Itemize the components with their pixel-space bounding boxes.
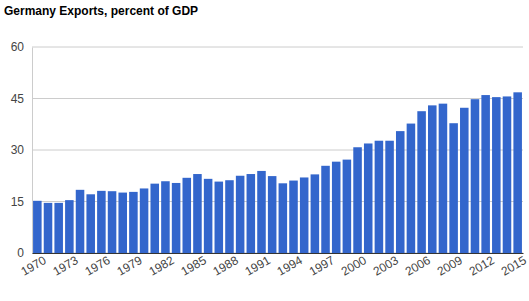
bar [236,176,245,253]
bar [161,181,170,253]
bar [257,171,266,253]
x-tick: 1997 [307,253,337,279]
y-tick-label: 30 [11,143,25,157]
x-tick-label: 2006 [403,253,433,279]
x-tick: 1988 [211,253,241,279]
y-tick: 60 [11,40,32,54]
x-tick: 1973 [50,253,80,279]
y-tick-label: 15 [11,195,25,209]
bar [204,179,213,253]
bar [97,191,106,253]
y-axis-line [32,48,33,254]
bar [65,200,74,253]
x-tick: 2006 [403,253,433,279]
bar [129,192,138,253]
bar [375,141,384,253]
bar [460,108,469,253]
x-tick: 1991 [243,253,273,279]
x-tick-label: 1997 [307,253,337,279]
bar [385,141,394,253]
bar [140,188,149,253]
bar [449,123,458,253]
x-tick-label: 1976 [82,253,112,279]
bar [268,176,277,253]
x-tick: 2009 [435,253,465,279]
bar [108,191,117,253]
grid-line [32,47,523,48]
bar [279,183,288,253]
bar [407,124,416,253]
x-tick: 2003 [371,253,401,279]
bar [321,166,330,253]
bar [311,174,320,253]
bar [343,160,352,253]
y-tick: 45 [11,92,32,106]
x-tick-label: 1970 [18,253,48,279]
bar [396,131,405,253]
bar [183,178,192,253]
bar [33,201,42,253]
x-tick-label: 1991 [243,253,273,279]
x-tick-label: 2015 [499,253,529,279]
y-tick-label: 60 [11,40,25,54]
x-tick: 1976 [82,253,112,279]
bar [289,181,298,253]
x-tick: 1970 [18,253,48,279]
x-tick: 2000 [339,253,369,279]
x-tick: 2015 [499,253,529,279]
x-tick: 1979 [114,253,144,279]
bar [86,194,95,253]
x-tick-label: 1988 [211,253,241,279]
x-tick-label: 1985 [179,253,209,279]
x-tick-label: 2012 [467,253,497,279]
x-tick-label: 1973 [50,253,80,279]
bars [33,92,522,253]
x-tick-label: 2000 [339,253,369,279]
bar [471,99,480,253]
grid [32,47,523,253]
bar [193,174,202,253]
bar [364,143,373,253]
y-tick-label: 0 [17,246,24,260]
x-tick-label: 1982 [147,253,177,279]
bar [439,104,448,253]
bar [44,203,53,253]
bar [215,182,224,253]
bar [513,92,522,253]
bar [300,177,309,253]
y-tick: 0 [17,246,32,260]
bar [353,147,362,253]
bar [172,183,181,253]
grid-line [32,98,523,99]
x-axis: 1970197319761979198219851988199119941997… [18,253,529,279]
x-tick: 1994 [275,253,305,279]
y-tick: 15 [11,195,32,209]
bar [428,105,437,253]
bar [76,190,85,253]
y-axis: 0 15 30 45 60 [11,40,33,260]
title: Germany Exports, percent of GDP [4,4,198,18]
bar [481,95,490,253]
x-axis-line [33,253,524,254]
x-tick-label: 2003 [371,253,401,279]
bar [150,184,159,253]
bar [503,96,512,253]
plot: 0153045601970197319761979198219851988199… [11,40,529,278]
x-tick-label: 1979 [114,253,144,279]
x-tick-label: 2009 [435,253,465,279]
bar [492,97,501,253]
x-tick-label: 1994 [275,253,305,279]
x-tick: 1982 [147,253,177,279]
x-tick: 2012 [467,253,497,279]
bar [332,162,341,253]
bar [54,203,63,253]
bar [247,174,256,253]
y-tick: 30 [11,143,32,157]
x-tick: 1985 [179,253,209,279]
y-tick-label: 45 [11,92,25,106]
chart: Germany Exports, percent of GDP 0 15 30 45 60… [0,0,529,301]
bar [417,111,426,253]
bar [118,193,127,253]
bar [225,180,234,253]
